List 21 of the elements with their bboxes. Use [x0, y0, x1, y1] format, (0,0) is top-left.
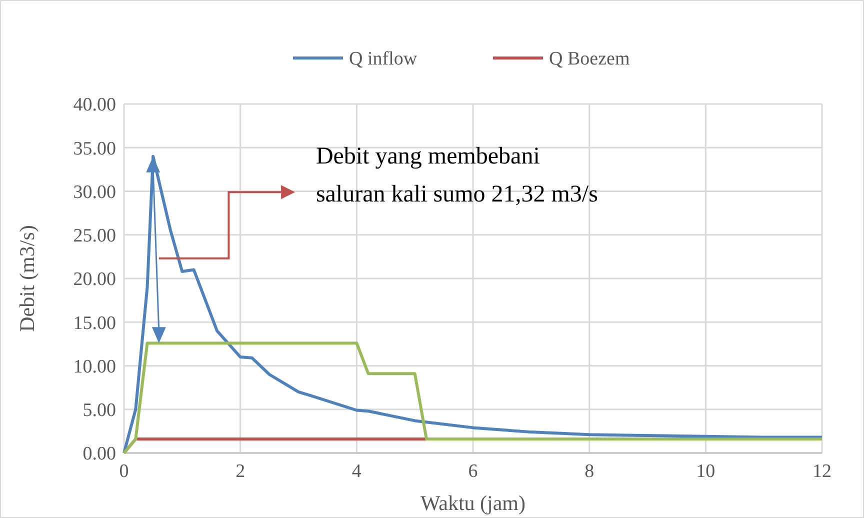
y-tick-label: 5.00: [82, 400, 116, 422]
annotation: Debit yang membebani saluran kali sumo 21,32 m3/s: [316, 143, 598, 208]
y-tick-label: 40.00: [73, 94, 116, 116]
y-tick-label: 35.00: [73, 138, 116, 160]
x-axis-title: Waktu (jam): [420, 491, 526, 515]
x-tick-label: 4: [352, 461, 362, 482]
y-tick-label: 0.00: [82, 444, 116, 465]
y-tick-label: 25.00: [73, 226, 116, 247]
x-tick-label: 0: [119, 461, 129, 482]
x-tick-label: 8: [584, 461, 594, 482]
legend-label: Q Boezem: [549, 48, 630, 70]
x-tick-label: 12: [812, 461, 832, 482]
x-tick-label: 10: [696, 461, 716, 482]
x-tick-label: 6: [468, 461, 478, 482]
y-axis-title: Debit (m3/s): [15, 225, 39, 332]
y-tick-label: 20.00: [73, 269, 116, 290]
legend-label: Q inflow: [349, 48, 418, 70]
y-tick-label: 10.00: [73, 356, 116, 378]
y-tick-label: 15.00: [73, 312, 116, 334]
x-tick-label: 2: [236, 461, 246, 482]
y-tick-label: 30.00: [73, 182, 116, 203]
